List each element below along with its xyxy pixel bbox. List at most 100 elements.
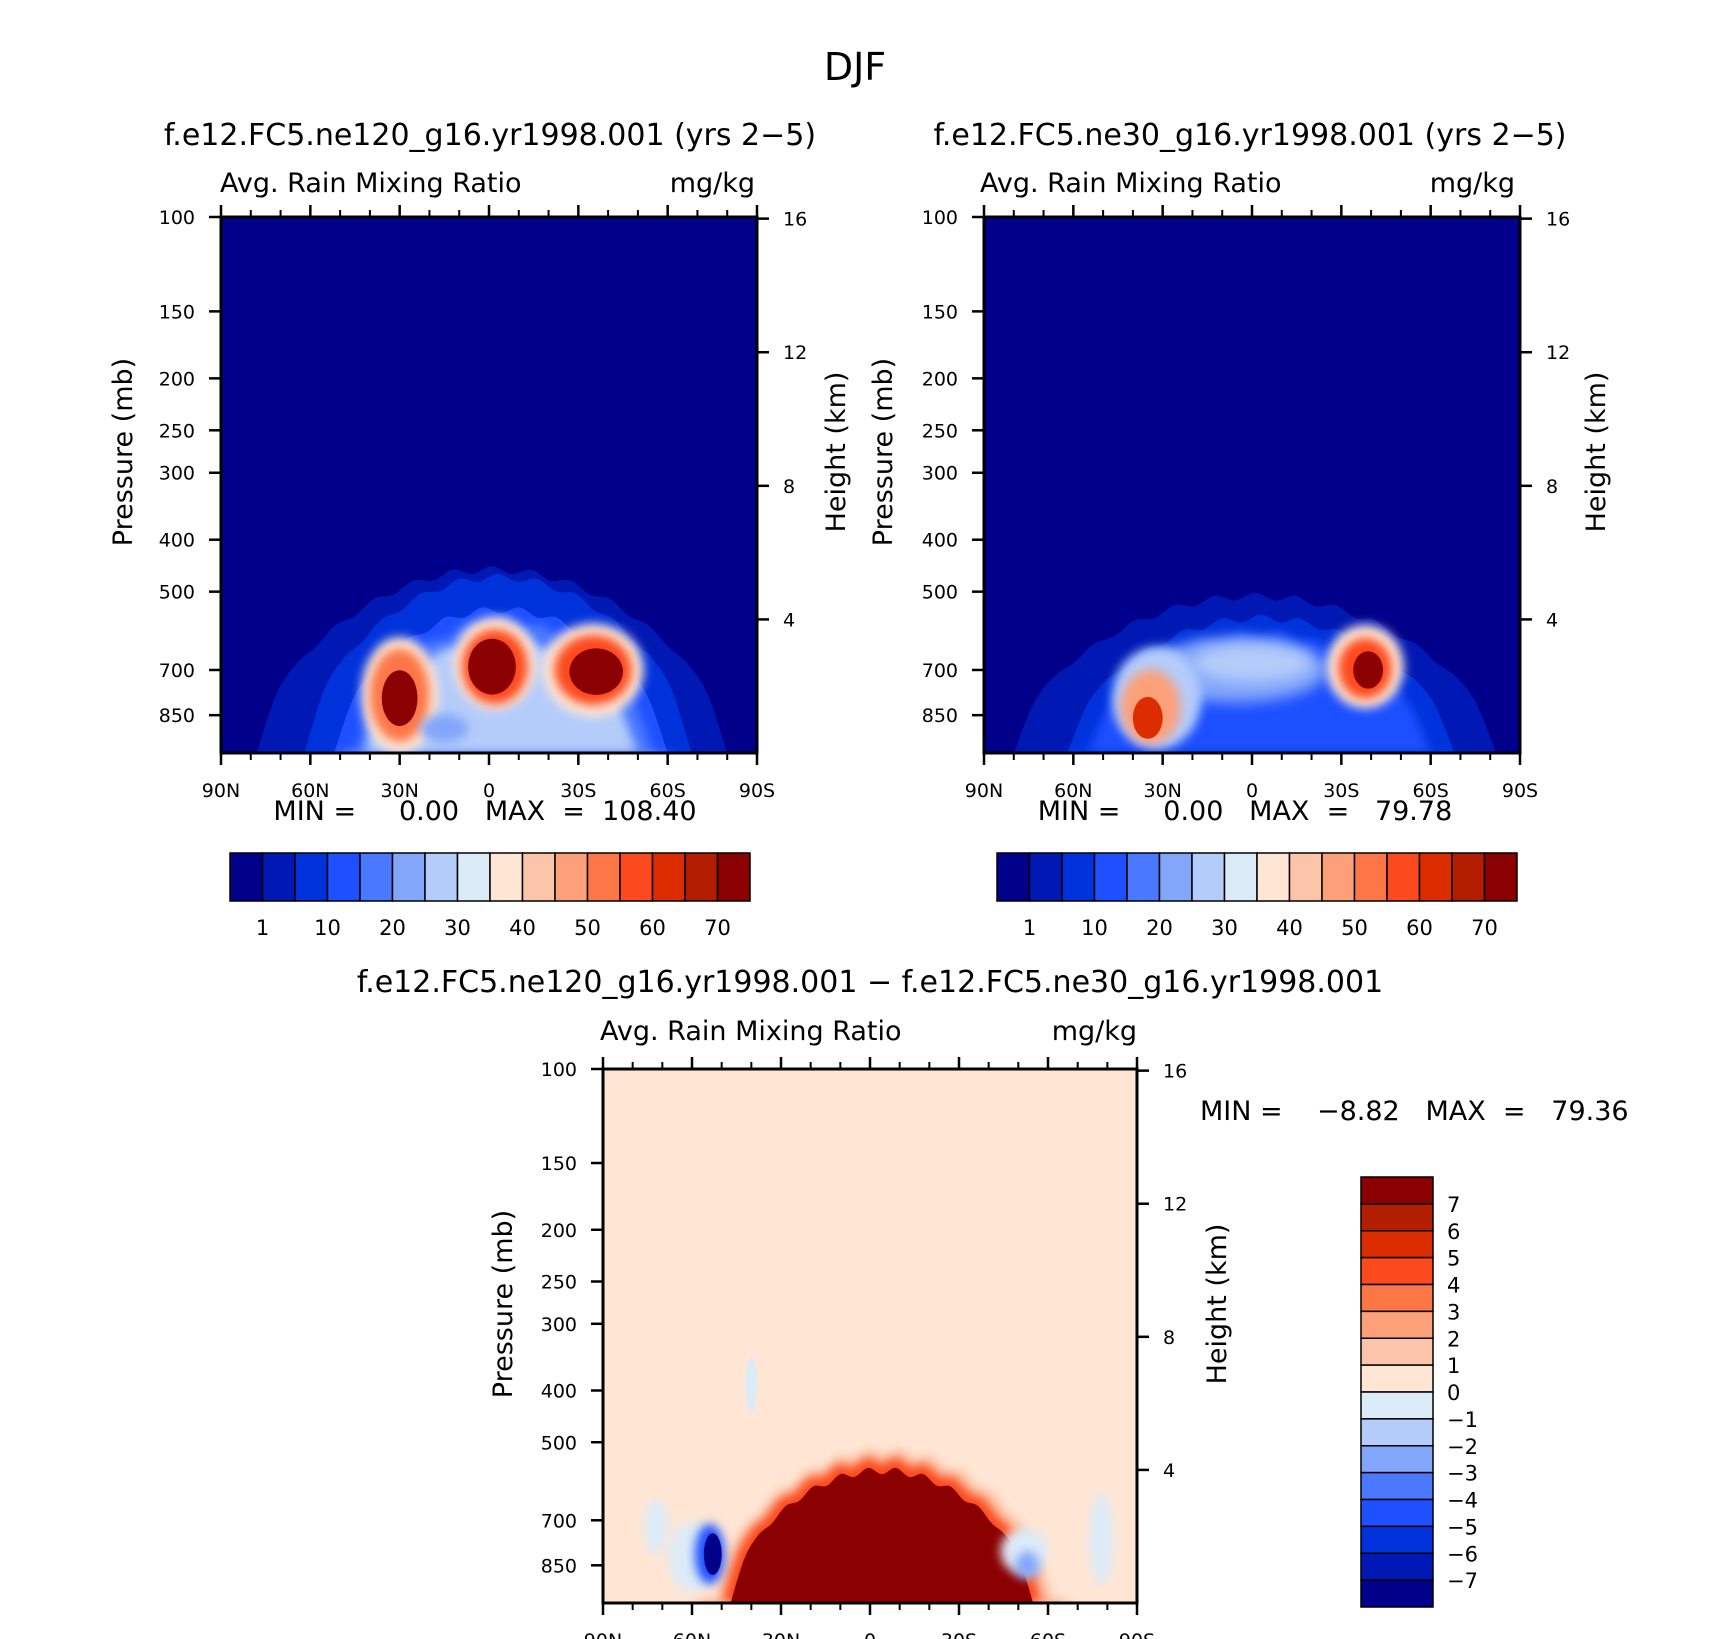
- x-tick-label: 60N: [291, 780, 329, 802]
- colorbar-swatch: [294, 852, 329, 902]
- field-contour-level-15: [1353, 651, 1383, 689]
- colorbar-tick-label: −6: [1447, 1542, 1478, 1566]
- field-contour-level-7: [745, 1356, 758, 1413]
- colorbar-tick-label: 70: [704, 916, 731, 940]
- x-tick-label: 90N: [965, 780, 1003, 802]
- colorbar-swatch: [619, 852, 654, 902]
- colorbar-swatch: [1360, 1256, 1434, 1286]
- panel-left-axes: 100 150 200 250 300 400 500 700 850 16 12 8 4 90N 60N 3…: [159, 205, 807, 802]
- y-right-tick-label: 4: [1163, 1460, 1175, 1482]
- panel-left-units: mg/kg: [670, 168, 755, 199]
- panel-right-stats: MIN = 0.00 MAX = 79.78: [1038, 796, 1453, 827]
- panel-left-variable-label: Avg. Rain Mixing Ratio: [220, 168, 522, 199]
- panel-left: f.e12.FC5.ne120_g16.yr1998.001 (yrs 2−5)…: [108, 118, 852, 940]
- x-tick-label: 0: [864, 1630, 876, 1639]
- colorbar-tick-label: 30: [1211, 916, 1238, 940]
- panel-right: f.e12.FC5.ne30_g16.yr1998.001 (yrs 2−5) …: [868, 118, 1612, 940]
- panel-difference-units: mg/kg: [1052, 1016, 1137, 1047]
- colorbar-tick-label: −1: [1447, 1408, 1478, 1432]
- colorbar-tick-label: −7: [1447, 1569, 1478, 1593]
- x-tick-label: 30S: [941, 1630, 977, 1639]
- x-tick-label: 90S: [1502, 780, 1538, 802]
- colorbar-tick-label: 6: [1447, 1220, 1460, 1244]
- y-tick-label: 250: [541, 1272, 577, 1294]
- y-tick-label: 500: [922, 582, 958, 604]
- x-tick-label: 60S: [1413, 780, 1449, 802]
- panel-right-ylabel-right: Height (km): [1581, 372, 1612, 533]
- panel-difference-title: f.e12.FC5.ne120_g16.yr1998.001 − f.e12.F…: [357, 965, 1383, 1000]
- colorbar-swatch: [1321, 852, 1356, 902]
- y-right-tick-label: 16: [783, 209, 807, 231]
- colorbar-swatch: [1288, 852, 1323, 902]
- x-tick-label: 90S: [1119, 1630, 1155, 1639]
- colorbar-swatch: [554, 852, 589, 902]
- panel-left-colorbar: 1 10 20 30 40 50 60 70: [229, 852, 751, 940]
- colorbar-tick-label: 0: [1447, 1381, 1460, 1405]
- field-contour-level-7: [644, 1499, 669, 1555]
- colorbar-swatch: [1256, 852, 1291, 902]
- colorbar-swatch: [1360, 1310, 1434, 1339]
- y-right-tick-label: 4: [783, 609, 795, 631]
- y-tick-label: 150: [541, 1153, 577, 1175]
- colorbar-swatch: [456, 852, 491, 902]
- colorbar-swatch: [1360, 1283, 1434, 1313]
- field-contour-level-5: [1015, 1551, 1040, 1580]
- colorbar-tick-label: 2: [1447, 1327, 1460, 1351]
- panel-left-ylabel-right: Height (km): [821, 372, 852, 533]
- colorbar-tick-label: 10: [1081, 916, 1108, 940]
- colorbar-swatch: [716, 852, 751, 902]
- colorbar-tick-label: 7: [1447, 1193, 1460, 1217]
- field-contour-level-13: [1132, 697, 1163, 739]
- panel-right-units: mg/kg: [1430, 168, 1515, 199]
- plot-field: [603, 1069, 1137, 1603]
- colorbar-swatch: [521, 852, 556, 902]
- y-tick-label: 850: [541, 1555, 577, 1577]
- panel-difference-plot-area: [603, 1069, 1137, 1603]
- y-tick-label: 100: [541, 1059, 577, 1081]
- colorbar-tick-label: 40: [509, 916, 536, 940]
- x-tick-label: 60S: [650, 780, 686, 802]
- panel-left-plot-area: [221, 217, 757, 753]
- panel-left-ylabel: Pressure (mb): [108, 358, 139, 546]
- y-tick-label: 100: [159, 207, 195, 229]
- colorbar-swatch: [1360, 1230, 1434, 1259]
- colorbar-swatch: [489, 852, 524, 902]
- colorbar-swatch: [1360, 1579, 1434, 1608]
- colorbar-swatch: [1126, 852, 1161, 902]
- y-tick-label: 700: [159, 660, 195, 682]
- colorbar-swatch: [1360, 1391, 1434, 1420]
- y-right-tick-label: 16: [1546, 209, 1570, 231]
- field-contour-level-15: [468, 638, 516, 695]
- colorbar-swatch: [1061, 852, 1096, 902]
- panel-right-variable-label: Avg. Rain Mixing Ratio: [980, 168, 1282, 199]
- y-tick-label: 200: [541, 1220, 577, 1242]
- colorbar-tick-label: 3: [1447, 1300, 1460, 1324]
- x-tick-label: 60N: [1054, 780, 1092, 802]
- panel-right-axes: 100 150 200 250 300 400 500 700 850 16 12 8 4 90N 60N 3…: [922, 205, 1570, 802]
- colorbar-tick-label: 1: [256, 916, 269, 940]
- y-tick-label: 500: [159, 582, 195, 604]
- colorbar-swatch: [1360, 1552, 1434, 1581]
- y-tick-label: 300: [922, 463, 958, 485]
- plot-field: [221, 217, 757, 753]
- field-contour-level-6: [1192, 644, 1312, 682]
- colorbar-tick-label: 20: [1146, 916, 1173, 940]
- colorbar-swatch: [1386, 852, 1421, 902]
- x-tick-label: 30S: [560, 780, 596, 802]
- y-tick-label: 200: [922, 368, 958, 390]
- colorbar-swatch: [1360, 1498, 1434, 1528]
- colorbar-swatch: [1158, 852, 1193, 902]
- colorbar-tick-label: 70: [1471, 916, 1498, 940]
- y-tick-label: 300: [159, 463, 195, 485]
- y-tick-label: 850: [159, 705, 195, 727]
- colorbar-tick-label: −4: [1447, 1489, 1478, 1513]
- y-tick-label: 250: [159, 420, 195, 442]
- colorbar-tick-label: 30: [444, 916, 471, 940]
- x-tick-label: 30N: [1143, 780, 1181, 802]
- x-tick-label: 0: [1246, 780, 1258, 802]
- colorbar-swatch: [1028, 852, 1063, 902]
- colorbar-swatch: [1360, 1418, 1434, 1447]
- y-tick-label: 700: [922, 660, 958, 682]
- colorbar-tick-label: 1: [1447, 1354, 1460, 1378]
